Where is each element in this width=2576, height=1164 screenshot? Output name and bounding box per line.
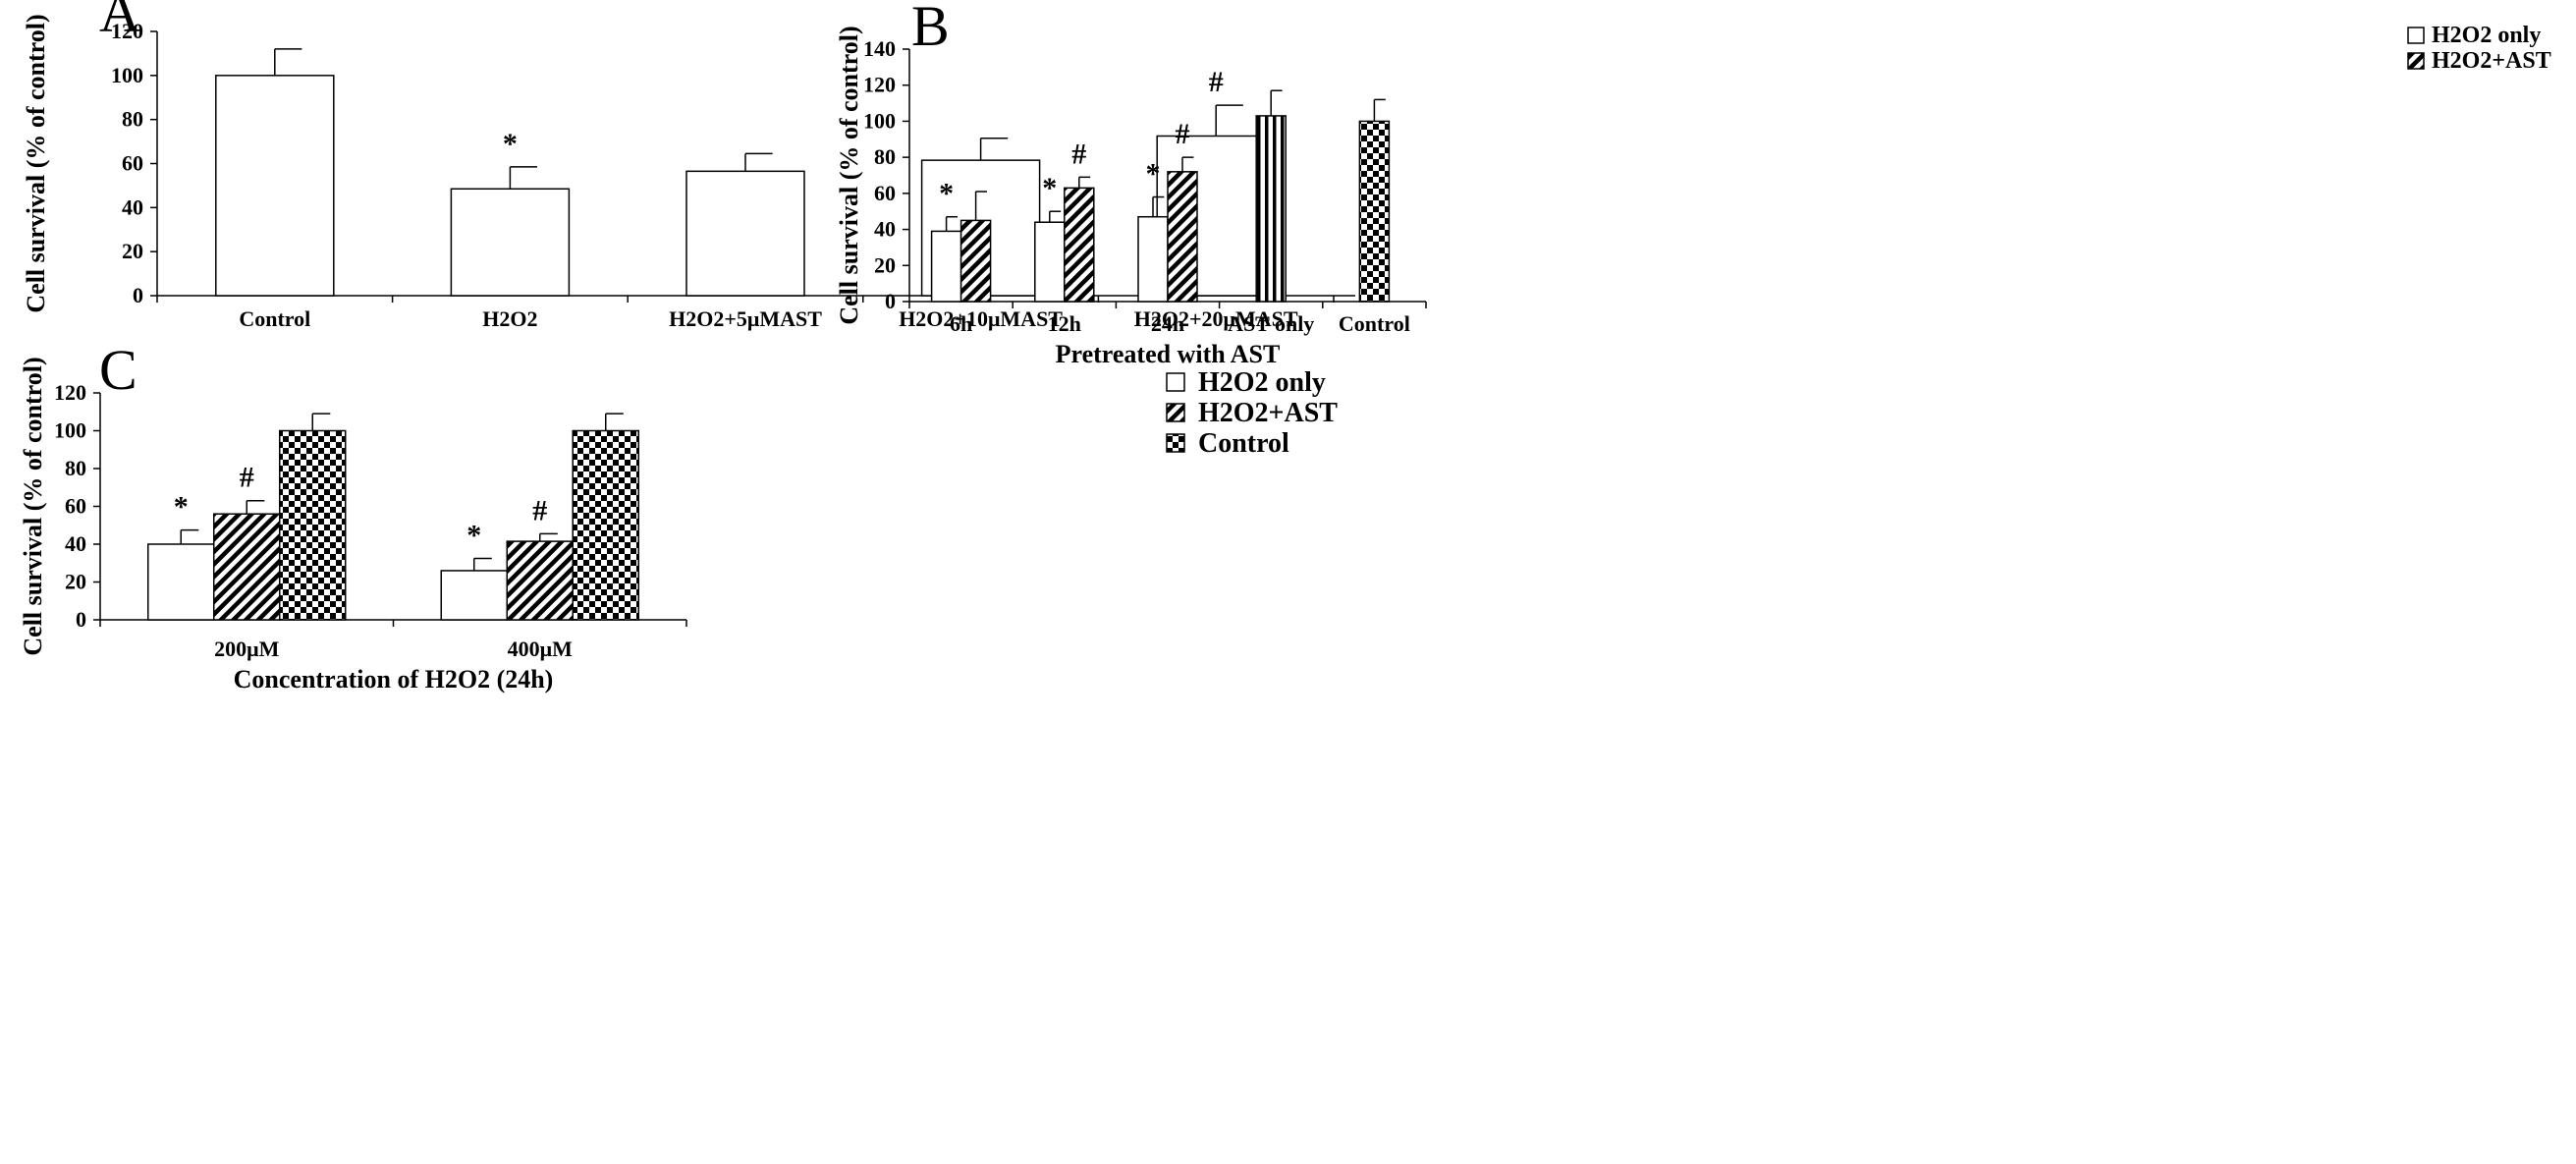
bar [279,429,347,621]
bar [1167,171,1198,303]
x-axis-label: Concentration of H2O2 (24h) [234,665,554,693]
y-tick-label: 120 [863,73,896,97]
y-tick-label: 40 [65,531,86,556]
y-tick-label: 100 [54,418,86,443]
x-tick-label: 6h [950,311,972,336]
y-tick-label: 80 [122,107,143,132]
significance-mark: * [466,519,481,551]
legend-swatch [2407,52,2425,70]
significance-mark: * [174,491,189,524]
significance-mark: # [532,494,547,527]
x-tick-label: 12h [1048,311,1081,336]
y-axis-label: Cell survival (% of control) [22,14,50,312]
y-tick-label: 20 [122,239,143,263]
y-tick-label: 40 [874,217,896,242]
bar [959,219,992,303]
y-tick-label: 100 [863,108,896,133]
y-axis-label: Cell survival (% of control) [19,357,47,655]
panel-label: A [99,0,140,44]
bar [147,543,215,621]
legend-label: H2O2 only [2432,23,2541,48]
x-tick-label: Control [239,306,310,331]
x-tick-label: H2O2+5μMAST [669,306,822,331]
x-tick-label: H2O2+10μMAST [899,306,1063,331]
significance-mark: * [939,178,954,210]
y-tick-label: 60 [874,181,896,205]
significance-mark: # [1071,138,1086,170]
x-tick-label: H2O2+20μMAST [1134,306,1298,331]
x-tick-label: 400μM [508,637,573,661]
bar [1034,221,1066,303]
y-axis-label: Cell survival (% of control) [835,26,863,324]
legend-swatch [1166,372,1185,392]
y-tick-label: 0 [76,607,86,632]
significance-mark: * [503,128,518,160]
panel-label: B [911,0,950,58]
legend-label: H2O2+AST [1198,398,1338,428]
legend-label: H2O2+AST [2432,48,2551,74]
y-tick-label: 140 [863,36,896,61]
y-tick-label: 40 [122,194,143,219]
y-tick-label: 0 [133,283,143,307]
y-tick-label: 80 [874,144,896,169]
legend-swatch [2407,27,2425,44]
bar [685,170,805,297]
y-tick-label: 20 [65,570,86,594]
bar [213,513,281,621]
panel-c: C 0 20 40 60 80 100 120 200μM 400μM Cell survival … [19,338,1338,693]
y-tick-label: 60 [122,151,143,176]
significance-mark: # [1209,66,1224,98]
x-tick-label: H2O2 [482,306,537,331]
bar [506,540,574,621]
bar [1358,120,1391,303]
significance-mark: * [1146,158,1161,191]
legend-label: Control [1198,428,1289,459]
significance-mark: * [1042,172,1057,204]
significance-mark: # [240,462,254,494]
bar [930,230,962,303]
significance-mark: # [1176,118,1190,150]
y-tick-label: 100 [111,63,143,87]
x-tick-label: Control [1339,311,1410,336]
bar [450,188,571,297]
bar [440,570,508,621]
legend-swatch [1166,433,1185,453]
bar [1137,215,1169,303]
y-tick-label: 60 [65,494,86,519]
legend-label: H2O2 only [1198,367,1326,398]
bar [215,75,335,297]
x-tick-label: 200μM [214,637,279,661]
bar [1255,115,1287,303]
y-tick-label: 80 [65,456,86,480]
y-tick-label: 120 [54,380,86,405]
y-tick-label: 120 [111,19,143,43]
panel-b: B 0 20 40 60 80 100 120 140 6h 12h 24h AST only Contr… [835,0,2551,368]
x-tick-label: 24h [1151,311,1184,336]
panel-label: C [99,338,137,402]
legend-swatch [1166,403,1185,422]
y-tick-label: 0 [885,289,896,313]
bar [572,429,639,621]
bar [1064,187,1095,303]
x-axis-label: Pretreated with AST [1056,340,1281,368]
x-tick-label: AST only [1228,311,1314,336]
y-tick-label: 20 [874,252,896,277]
